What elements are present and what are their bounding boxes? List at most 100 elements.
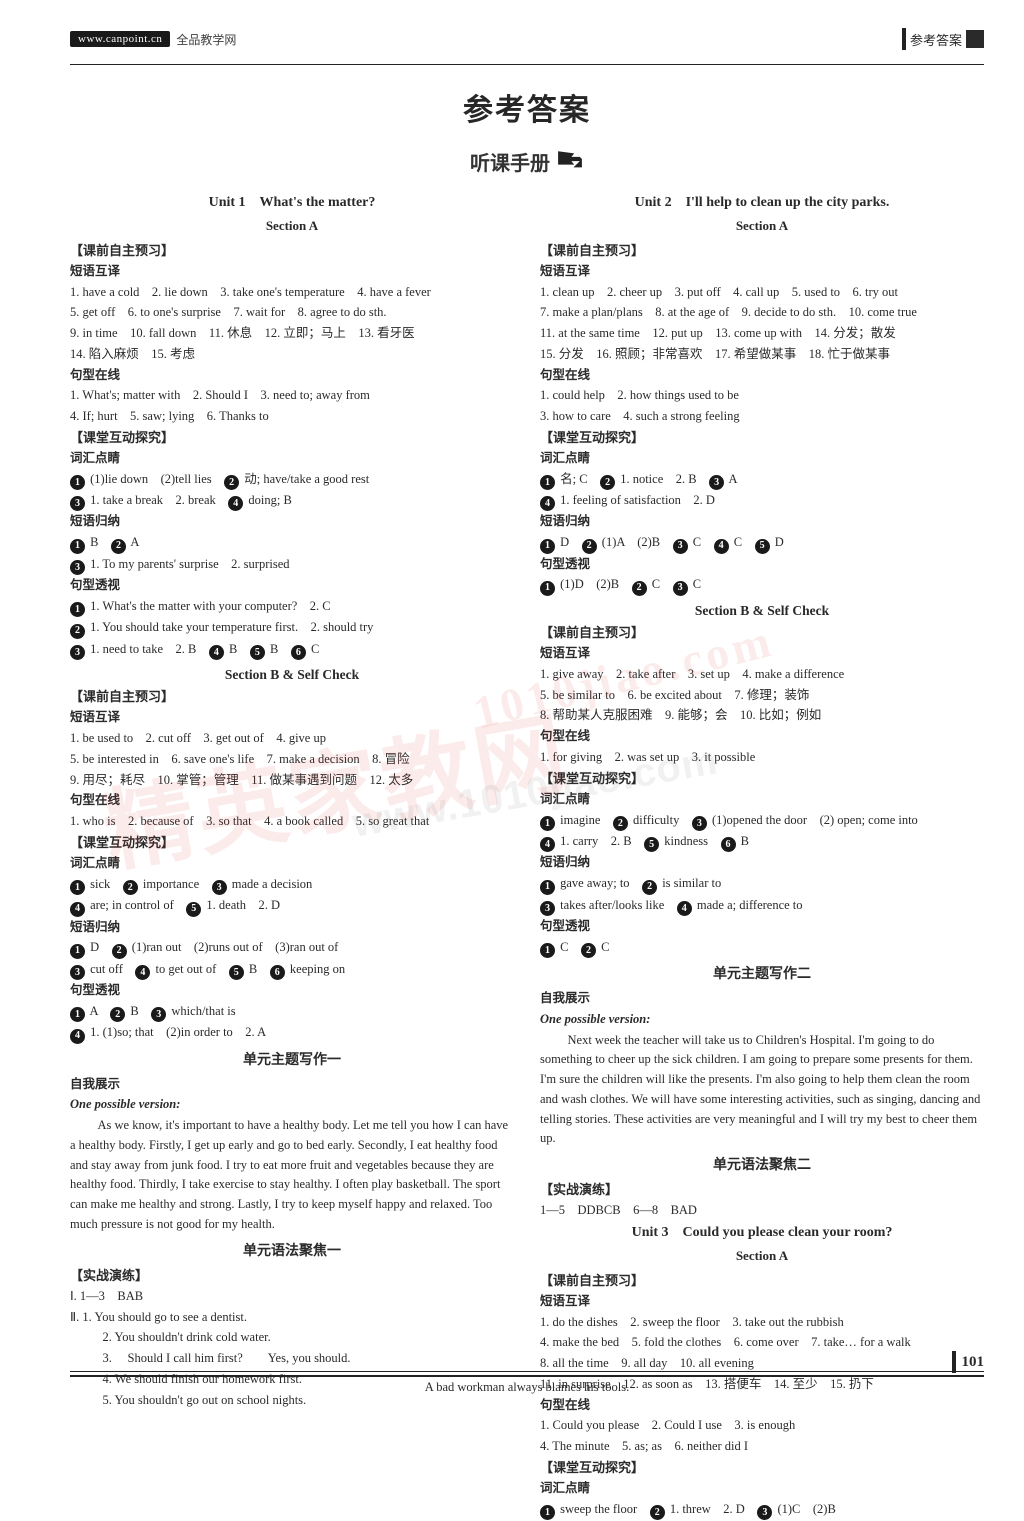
answer-line: 1. have a cold 2. lie down 3. take one's…: [70, 283, 514, 303]
answer-line: 5. be interested in 6. save one's life 7…: [70, 750, 514, 770]
sub-head: 词汇点睛: [70, 854, 514, 874]
bracket-head: 【课前自主预习】: [70, 241, 514, 261]
answer-line: 1 D 2 (1)ran out (2)runs out of (3)ran o…: [70, 938, 514, 958]
text: sick: [90, 877, 110, 891]
page-number: 101: [962, 1354, 985, 1371]
answer-line: 2. You shouldn't drink cold water.: [70, 1328, 514, 1348]
sub-head: 词汇点睛: [540, 449, 984, 469]
text: (1)C (2)B: [777, 1502, 835, 1516]
answer-line: 1 D 2 (1)A (2)B 3 C 4 C 5 D: [540, 533, 984, 553]
unit3-label: Unit 3: [632, 1225, 669, 1240]
bracket-head: 【课堂互动探究】: [70, 833, 514, 853]
answer-line: 1 1. What's the matter with your compute…: [70, 597, 514, 617]
num-badge: 1: [70, 944, 85, 959]
answer-line: 1 A 2 B 3 which/that is: [70, 1002, 514, 1022]
unit3-title: Could you please clean your room?: [683, 1225, 893, 1240]
text: 1. You should take your temperature firs…: [90, 620, 373, 634]
num-badge: 1: [540, 816, 555, 831]
section-b-head: Section B & Self Check: [540, 600, 984, 621]
header-right: 参考答案: [902, 28, 984, 50]
section-a-head: Section A: [70, 216, 514, 237]
answer-line: 3 cut off 4 to get out of 5 B 6 keeping …: [70, 960, 514, 980]
answer-line: 1 imagine 2 difficulty 3 (1)opened the d…: [540, 811, 984, 831]
sub-head: 短语互译: [540, 1292, 984, 1312]
column-right: Unit 2 I'll help to clean up the city pa…: [540, 192, 984, 1521]
sub-head: 短语归纳: [540, 512, 984, 532]
sub-head: 短语归纳: [70, 918, 514, 938]
num-badge: 3: [673, 539, 688, 554]
bracket-head: 【课前自主预习】: [70, 687, 514, 707]
text: B: [741, 834, 749, 848]
num-badge: 4: [70, 902, 85, 917]
num-badge: 5: [186, 902, 201, 917]
answer-line: 4. The minute 5. as; as 6. neither did I: [540, 1437, 984, 1457]
page-number-block: 101: [952, 1351, 984, 1373]
text: D: [90, 940, 99, 954]
answer-line: 3 takes after/looks like 4 made a; diffe…: [540, 896, 984, 916]
text: gave away; to: [560, 876, 629, 890]
essay-text: Next week the teacher will take us to Ch…: [540, 1031, 984, 1150]
text: B: [249, 962, 257, 976]
one-possible: One possible version:: [70, 1095, 514, 1115]
text: (1)D (2)B: [560, 577, 619, 591]
num-badge: 3: [757, 1505, 772, 1520]
text: 名; C: [560, 472, 587, 486]
bracket-head: 【课前自主预习】: [540, 241, 984, 261]
num-badge: 5: [250, 645, 265, 660]
num-badge: 5: [229, 965, 244, 980]
sub-head: 句型在线: [540, 1396, 984, 1416]
arrow-icon: [556, 149, 584, 175]
text: keeping on: [290, 962, 345, 976]
text: 1. What's the matter with your computer?…: [90, 599, 331, 613]
bracket-head: 【课前自主预习】: [540, 623, 984, 643]
header-right-label: 参考答案: [910, 30, 962, 49]
sub-head: 自我展示: [540, 989, 984, 1009]
answer-line: Ⅱ. 1. You should go to see a dentist.: [70, 1308, 514, 1328]
num-badge: 1: [70, 880, 85, 895]
section-a-head: Section A: [540, 1246, 984, 1267]
answer-line: 4 1. (1)so; that (2)in order to 2. A: [70, 1023, 514, 1043]
answer-line: 1 C 2 C: [540, 938, 984, 958]
sub-head: 短语互译: [540, 262, 984, 282]
num-badge: 1: [70, 539, 85, 554]
answer-line: 5. get off 6. to one's surprise 7. wait …: [70, 303, 514, 323]
answer-line: 4 1. feeling of satisfaction 2. D: [540, 491, 984, 511]
sub-head: 短语归纳: [540, 853, 984, 873]
page-footer: A bad workman always blames his tools. 1…: [70, 1371, 984, 1395]
answer-line: 1. clean up 2. cheer up 3. put off 4. ca…: [540, 283, 984, 303]
sub-head: 句型透视: [540, 555, 984, 575]
text: B: [229, 642, 237, 656]
text: C: [693, 577, 701, 591]
text: C: [311, 642, 319, 656]
num-badge: 2: [70, 624, 85, 639]
bracket-head: 【课前自主预习】: [540, 1271, 984, 1291]
text: (1)A (2)B: [602, 535, 660, 549]
answer-line: 3 1. need to take 2. B 4 B 5 B 6 C: [70, 640, 514, 660]
num-badge: 2: [123, 880, 138, 895]
sub-head: 短语互译: [70, 708, 514, 728]
text: difficulty: [633, 813, 679, 827]
num-badge: 3: [540, 901, 555, 916]
writing2-head: 单元主题写作二: [540, 964, 984, 986]
site-label: 全品教学网: [176, 31, 236, 48]
text: B: [90, 535, 98, 549]
sub-head: 词汇点睛: [540, 790, 984, 810]
footer-rule-thin: [70, 1371, 984, 1372]
grammar1-head: 单元语法聚焦一: [70, 1241, 514, 1263]
decor-bar: [902, 28, 906, 50]
num-badge: 4: [209, 645, 224, 660]
text: kindness: [664, 834, 708, 848]
text: C: [652, 577, 660, 591]
text: sweep the floor: [560, 1502, 637, 1516]
site-url: www.canpoint.cn: [70, 31, 170, 47]
answer-line: 1 sweep the floor 2 1. threw 2. D 3 (1)C…: [540, 1500, 984, 1520]
text: C: [734, 535, 742, 549]
text: to get out of: [156, 962, 217, 976]
unit1-heading: Unit 1 What's the matter?: [70, 192, 514, 214]
answer-line: 3. how to care 4. such a strong feeling: [540, 407, 984, 427]
unit2-label: Unit 2: [635, 195, 672, 210]
writing1-head: 单元主题写作一: [70, 1050, 514, 1072]
num-badge: 3: [70, 560, 85, 575]
text: imagine: [560, 813, 600, 827]
sub-head: 词汇点睛: [540, 1479, 984, 1499]
